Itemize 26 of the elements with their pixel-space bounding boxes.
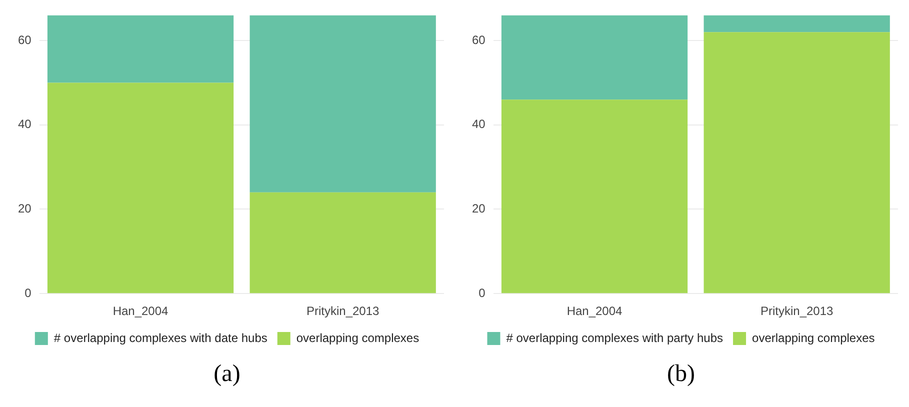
x-tick-label: Han_2004 <box>112 304 169 318</box>
legend-label: # overlapping complexes with party hubs <box>506 330 724 345</box>
y-tick-label: 60 <box>472 32 486 47</box>
text: (b) <box>666 361 696 388</box>
bar <box>250 15 436 192</box>
bar <box>250 192 436 294</box>
y-tick-label: 20 <box>472 202 486 216</box>
x-tick-label: Pritykin_2013 <box>760 304 834 318</box>
bar <box>501 100 688 294</box>
bar <box>501 15 688 100</box>
x-tick-label: Han_2004 <box>566 304 623 318</box>
y-tick-label: 20 <box>18 202 32 216</box>
y-tick-label: 40 <box>18 117 32 132</box>
bar <box>47 15 234 83</box>
y-tick-label: 0 <box>24 286 32 300</box>
legend-label: overlapping complexes <box>296 330 420 345</box>
x-tick-label: Pritykin_2013 <box>306 304 380 318</box>
legend-label: overlapping complexes <box>752 330 875 345</box>
text: (a) <box>212 361 242 388</box>
y-tick-label: 60 <box>18 32 32 47</box>
bar <box>704 32 890 294</box>
y-tick-label: 0 <box>478 286 486 300</box>
bar <box>47 82 234 294</box>
bar <box>704 15 890 32</box>
legend-label: # overlapping complexes with date hubs <box>54 330 268 345</box>
y-tick-label: 40 <box>472 117 486 132</box>
